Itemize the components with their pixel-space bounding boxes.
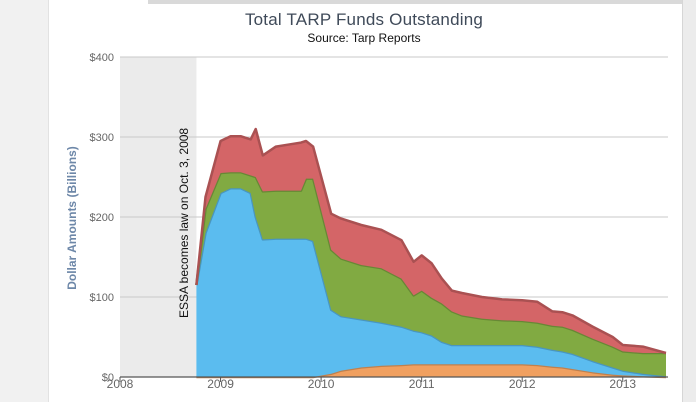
x-tick-label: 2009 xyxy=(207,377,234,391)
series-area-1 xyxy=(196,188,666,377)
series-edge-3 xyxy=(195,127,667,355)
annotation-esa: ESSA becomes law on Oct. 3, 2008 xyxy=(177,128,191,318)
y-tick-label: $200 xyxy=(90,212,114,224)
x-tick-label: 2008 xyxy=(107,377,134,391)
chart-subtitle: Source: Tarp Reports xyxy=(307,31,421,45)
scroll-rail[interactable] xyxy=(682,0,696,402)
top-strip xyxy=(148,0,682,4)
series-area-3 xyxy=(196,129,666,353)
y-axis-label: Dollar Amounts (Billions) xyxy=(65,146,79,290)
y-tick-label: $400 xyxy=(90,52,114,64)
x-tick-label: 2011 xyxy=(409,377,435,391)
x-tick-label: 2012 xyxy=(509,377,536,391)
chart-title: Total TARP Funds Outstanding xyxy=(244,10,484,29)
y-tick-label: $300 xyxy=(90,132,114,144)
y-tick-label: $0 xyxy=(102,372,114,384)
x-tick-label: 2010 xyxy=(308,377,335,391)
y-tick-label: $100 xyxy=(90,292,114,304)
x-tick-label: 2013 xyxy=(609,377,636,391)
series-edge-2 xyxy=(195,170,666,355)
